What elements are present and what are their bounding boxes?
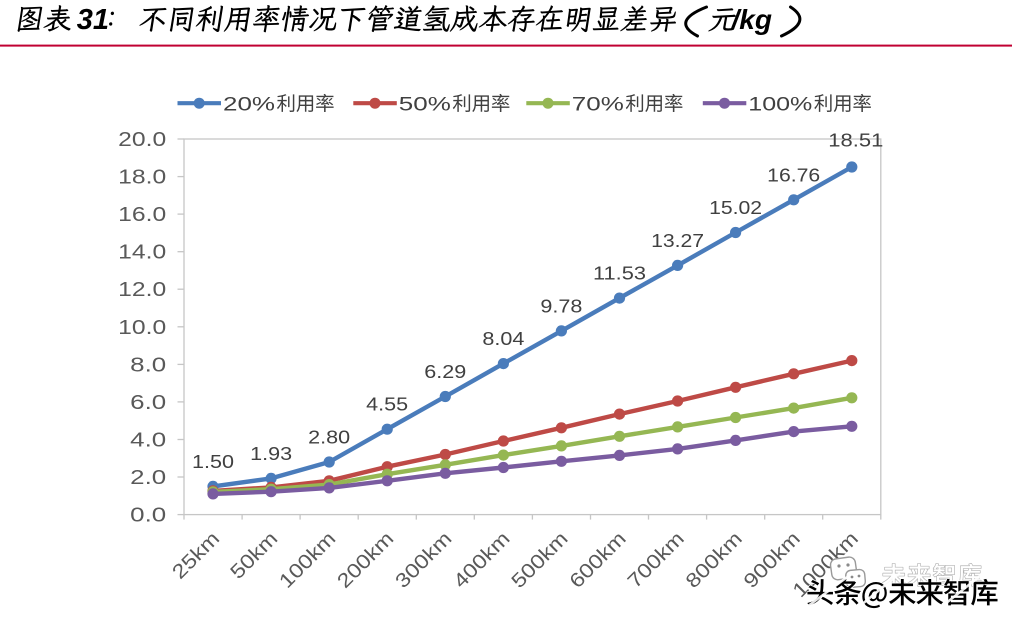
svg-text:/kg: /kg [730,4,772,35]
svg-text:8.04: 8.04 [482,329,524,349]
svg-text:1.50: 1.50 [192,452,234,472]
svg-text:100%: 100% [748,93,812,115]
svg-text:16.0: 16.0 [118,204,166,226]
svg-text:13.27: 13.27 [651,231,704,251]
svg-text:20%: 20% [223,93,275,115]
svg-text:18.51: 18.51 [828,131,883,151]
svg-text:8.0: 8.0 [130,354,166,376]
svg-text:15.02: 15.02 [709,198,762,218]
svg-text:6.29: 6.29 [424,362,466,382]
svg-text:0.0: 0.0 [130,505,166,527]
svg-text:9.78: 9.78 [540,296,582,316]
svg-text:2.80: 2.80 [308,428,350,448]
svg-text:1.93: 1.93 [250,444,292,464]
svg-text:16.76: 16.76 [767,165,820,185]
svg-text:2.0: 2.0 [130,467,166,489]
svg-text:50%: 50% [399,93,451,115]
svg-text:31: 31 [77,4,109,36]
svg-text:10.0: 10.0 [118,317,166,339]
svg-text:4.0: 4.0 [130,430,166,452]
svg-text:6.0: 6.0 [130,392,166,414]
svg-text:18.0: 18.0 [118,167,166,189]
svg-text:11.53: 11.53 [593,264,646,284]
svg-text:12.0: 12.0 [118,279,166,301]
svg-text:70%: 70% [572,93,624,115]
svg-text:4.55: 4.55 [366,395,408,415]
svg-text:14.0: 14.0 [118,242,166,264]
svg-text:20.0: 20.0 [118,129,166,151]
